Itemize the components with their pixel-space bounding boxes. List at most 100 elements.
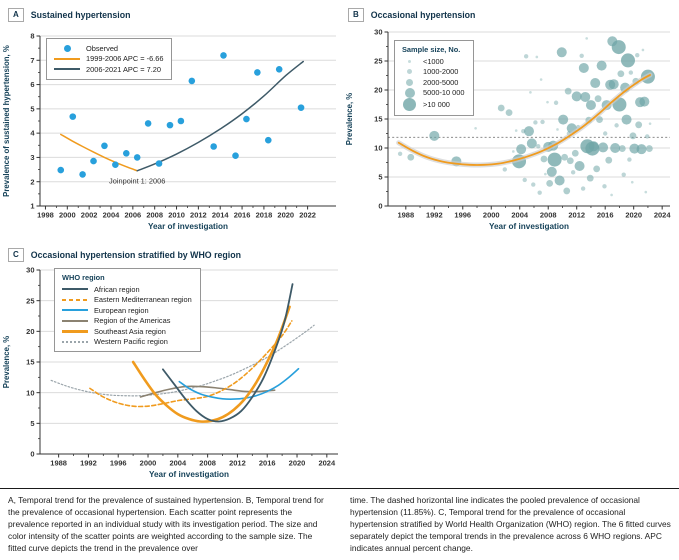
svg-text:Year of investigation: Year of investigation [149, 470, 229, 479]
legend-line-swatch-icon [54, 68, 80, 71]
svg-text:30: 30 [374, 28, 382, 37]
svg-text:1988: 1988 [50, 459, 67, 468]
svg-text:1: 1 [30, 202, 34, 211]
svg-text:7: 7 [30, 56, 34, 65]
svg-text:2022: 2022 [299, 211, 316, 220]
panel-a-label: A [8, 8, 24, 22]
svg-text:2004: 2004 [511, 211, 529, 220]
svg-text:2000: 2000 [59, 211, 76, 220]
legend-label: 1999-2006 APC = -6.66 [86, 54, 164, 64]
legend-line-swatch-icon [62, 288, 88, 291]
caption-left-column: A, Temporal trend for the prevalence of … [8, 495, 324, 553]
legend-label: Region of the Americas [94, 316, 171, 326]
svg-text:5: 5 [30, 104, 34, 113]
svg-text:2008: 2008 [199, 459, 216, 468]
svg-text:Year of investigation: Year of investigation [148, 222, 228, 231]
svg-text:2000: 2000 [483, 211, 500, 220]
legend-label: Eastern Mediterranean region [94, 295, 192, 305]
legend-label: Southeast Asia region [94, 326, 166, 336]
svg-text:0: 0 [30, 450, 34, 459]
svg-text:Prevalence, %: Prevalence, % [2, 336, 11, 389]
svg-text:1988: 1988 [397, 211, 414, 220]
svg-text:2006: 2006 [124, 211, 141, 220]
svg-text:10: 10 [26, 388, 34, 397]
svg-text:Prevalence, %: Prevalence, % [345, 93, 354, 146]
legend-item: 5000-10 000 [402, 87, 465, 99]
panel-c-label: C [8, 248, 24, 262]
svg-text:25: 25 [26, 296, 34, 305]
svg-text:2020: 2020 [625, 211, 642, 220]
panel-b-label: B [348, 8, 364, 22]
svg-text:Joinpoint 1: 2006: Joinpoint 1: 2006 [109, 176, 165, 185]
legend-circle-swatch-icon [402, 98, 417, 111]
legend-label: African region [94, 284, 140, 294]
legend-item: >10 000 [402, 98, 465, 111]
svg-text:2024: 2024 [318, 459, 336, 468]
svg-text:8: 8 [30, 32, 34, 41]
svg-text:2018: 2018 [256, 211, 273, 220]
panel-b-title: Occasional hypertension [370, 10, 476, 20]
legend-item: Western Pacific region [62, 337, 192, 348]
legend-circle-swatch-icon [402, 69, 417, 75]
svg-text:1996: 1996 [110, 459, 127, 468]
svg-text:25: 25 [374, 57, 382, 66]
legend-thick-swatch-icon [62, 329, 88, 333]
svg-text:2010: 2010 [168, 211, 185, 220]
panel-a-title: Sustained hypertension [30, 10, 131, 20]
svg-text:2020: 2020 [289, 459, 306, 468]
legend-title: Sample size, No. [402, 45, 461, 54]
legend-dots-swatch-icon [62, 340, 88, 343]
svg-text:2016: 2016 [597, 211, 614, 220]
panel-c-title: Occasional hypertension stratified by WH… [30, 250, 241, 260]
svg-text:2: 2 [30, 177, 34, 186]
svg-text:1996: 1996 [454, 211, 471, 220]
legend-dot-swatch-icon [54, 44, 80, 52]
svg-text:1992: 1992 [426, 211, 443, 220]
legend-label: >10 000 [423, 100, 450, 109]
svg-text:2002: 2002 [81, 211, 98, 220]
legend-label: Observed [86, 43, 119, 53]
legend-item: Region of the Americas [62, 316, 192, 327]
legend-line-swatch-icon [54, 57, 80, 60]
svg-text:2012: 2012 [190, 211, 207, 220]
legend-dash-swatch-icon [62, 298, 88, 301]
svg-text:3: 3 [30, 153, 34, 162]
svg-text:2004: 2004 [169, 459, 187, 468]
legend-item: African region [62, 284, 192, 295]
svg-text:2020: 2020 [277, 211, 294, 220]
svg-text:2008: 2008 [146, 211, 163, 220]
figure-caption: A, Temporal trend for the prevalence of … [0, 488, 679, 555]
svg-text:4: 4 [30, 129, 35, 138]
svg-text:2000: 2000 [140, 459, 157, 468]
svg-text:1998: 1998 [37, 211, 54, 220]
panel-b-chart: 1988 1992 1996 2000 2004 2008 2012 2016 2020 2024… [345, 28, 672, 231]
legend-label: Western Pacific region [94, 337, 168, 347]
svg-text:2008: 2008 [540, 211, 557, 220]
legend-item: 2006-2021 APC = 7.20 [54, 64, 163, 75]
legend-item: 1999-2006 APC = -6.66 [54, 54, 163, 65]
legend-circle-swatch-icon [402, 78, 417, 86]
svg-text:20: 20 [26, 327, 34, 336]
legend-circle-swatch-icon [402, 87, 417, 98]
legend-label: 2006-2021 APC = 7.20 [86, 64, 161, 74]
panel-a-header: A Sustained hypertension [8, 8, 131, 22]
legend-label: <1000 [423, 56, 444, 66]
legend-item: European region [62, 305, 192, 316]
svg-text:6: 6 [30, 80, 34, 89]
legend-line-swatch-icon [62, 309, 88, 312]
svg-text:2016: 2016 [259, 459, 276, 468]
legend-item: 2000-5000 [402, 77, 465, 88]
svg-text:2016: 2016 [234, 211, 251, 220]
panel-a-legend: Observed 1999-2006 APC = -6.66 2006-2021 A… [46, 38, 173, 80]
svg-text:2024: 2024 [654, 211, 672, 220]
svg-text:15: 15 [26, 358, 34, 367]
svg-text:Year of investigation: Year of investigation [489, 222, 569, 231]
svg-text:Prevalence of sustained hypert: Prevalence of sustained hypertension, % [2, 45, 11, 197]
legend-circle-swatch-icon [402, 59, 417, 63]
svg-text:5: 5 [30, 419, 34, 428]
svg-text:2004: 2004 [103, 211, 121, 220]
panel-c-header: C Occasional hypertension stratified by … [8, 248, 241, 262]
svg-text:15: 15 [374, 115, 382, 124]
svg-text:2012: 2012 [229, 459, 246, 468]
legend-label: 2000-5000 [423, 77, 459, 87]
